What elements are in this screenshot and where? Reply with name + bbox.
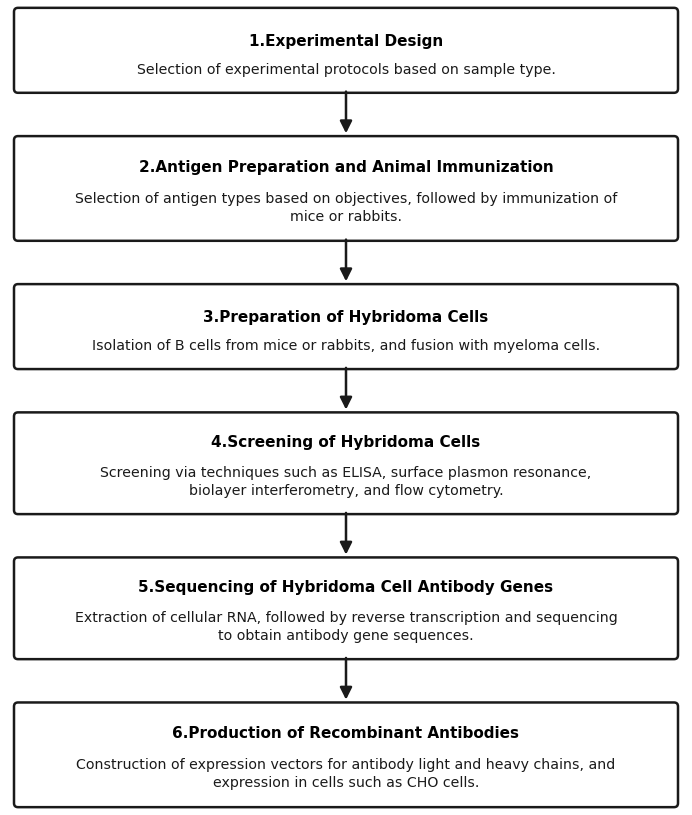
FancyBboxPatch shape [14,284,678,369]
Text: 6.Production of Recombinant Antibodies: 6.Production of Recombinant Antibodies [172,726,520,741]
Text: Extraction of cellular RNA, followed by reverse transcription and sequencing
to : Extraction of cellular RNA, followed by … [75,610,617,643]
Text: 4.Screening of Hybridoma Cells: 4.Screening of Hybridoma Cells [211,435,481,450]
FancyBboxPatch shape [14,703,678,807]
Text: Selection of experimental protocols based on sample type.: Selection of experimental protocols base… [136,63,556,77]
Text: Screening via techniques such as ELISA, surface plasmon resonance,
biolayer inte: Screening via techniques such as ELISA, … [100,466,592,498]
FancyBboxPatch shape [14,412,678,514]
Text: Construction of expression vectors for antibody light and heavy chains, and
expr: Construction of expression vectors for a… [76,758,616,791]
Text: 2.Antigen Preparation and Animal Immunization: 2.Antigen Preparation and Animal Immuniz… [138,160,554,174]
FancyBboxPatch shape [14,557,678,659]
Text: 3.Preparation of Hybridoma Cells: 3.Preparation of Hybridoma Cells [203,310,489,325]
Text: 5.Sequencing of Hybridoma Cell Antibody Genes: 5.Sequencing of Hybridoma Cell Antibody … [138,580,554,595]
Text: Isolation of B cells from mice or rabbits, and fusion with myeloma cells.: Isolation of B cells from mice or rabbit… [92,339,600,353]
FancyBboxPatch shape [14,136,678,240]
Text: 1.Experimental Design: 1.Experimental Design [249,33,443,49]
Text: Selection of antigen types based on objectives, followed by immunization of
mice: Selection of antigen types based on obje… [75,192,617,224]
FancyBboxPatch shape [14,8,678,93]
